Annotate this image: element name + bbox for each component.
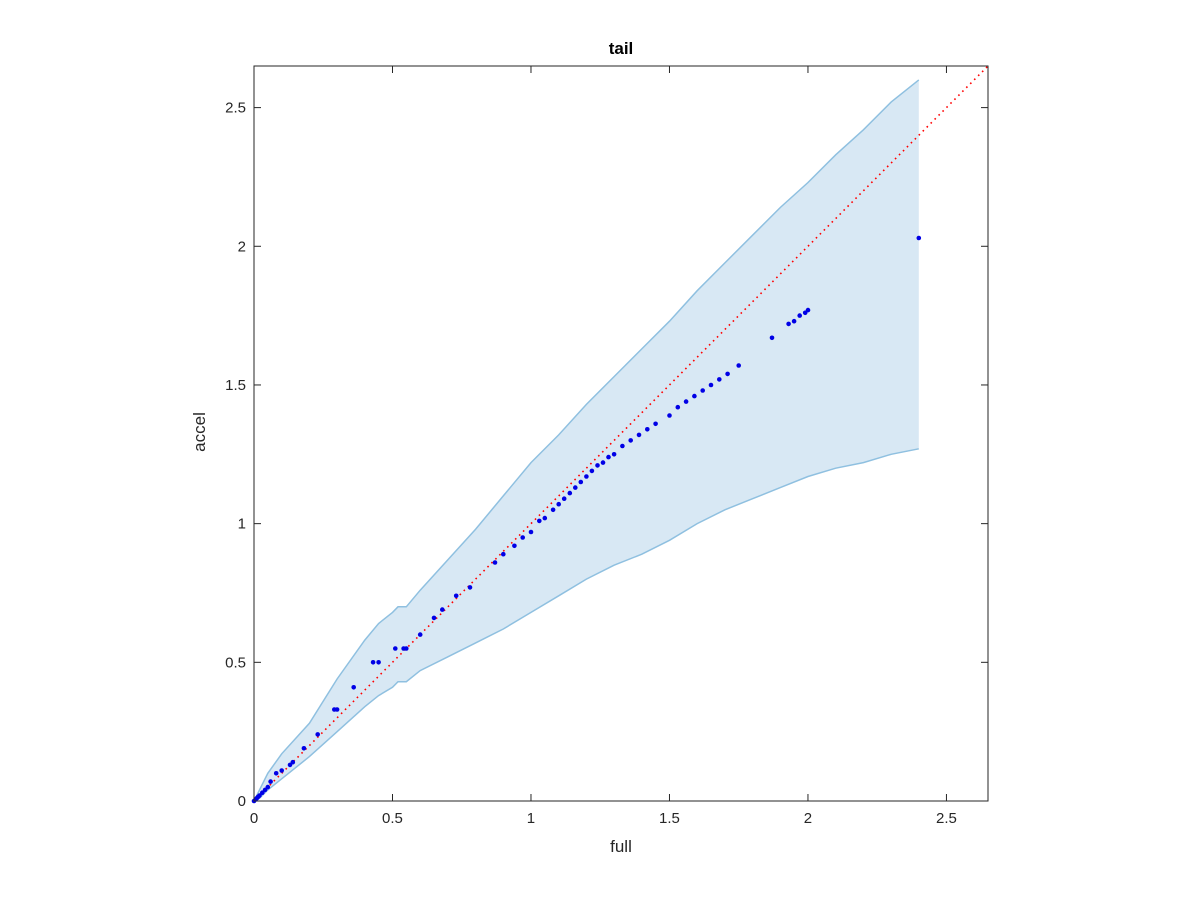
data-point [431, 615, 437, 621]
data-point [417, 632, 423, 637]
data-point [683, 399, 689, 404]
confidence-band [254, 66, 920, 801]
x-axis-label: full [610, 837, 632, 856]
data-point [567, 490, 573, 496]
data-point [315, 732, 321, 737]
data-point [645, 427, 650, 432]
data-point [611, 452, 617, 457]
data-point [512, 543, 517, 549]
x-tick-label: 2.5 [936, 810, 957, 827]
data-point [589, 468, 595, 474]
y-tick-label: 2 [238, 238, 246, 255]
y-tick-label: 2.5 [225, 100, 246, 117]
band-fill [254, 66, 919, 801]
x-tick-label: 0.5 [382, 810, 403, 827]
data-point [561, 496, 567, 502]
y-tick-label: 0 [238, 793, 246, 810]
chart-title: tail [609, 39, 634, 58]
data-point [404, 646, 409, 651]
data-point [700, 388, 705, 393]
data-point [584, 474, 589, 479]
data-point [537, 518, 542, 524]
data-point [578, 479, 584, 485]
plot-frame [253, 65, 989, 802]
data-point [791, 318, 797, 324]
data-point [301, 746, 307, 751]
data-point [393, 646, 398, 651]
band-upper-edge [254, 79, 920, 801]
data-point [273, 771, 279, 776]
data-point [528, 529, 534, 535]
data-point [268, 779, 273, 784]
data-point [708, 382, 714, 388]
data-point [376, 660, 381, 665]
data-point [257, 793, 262, 798]
data-point [786, 321, 791, 327]
data-point [725, 371, 730, 377]
data-point [797, 313, 802, 318]
data-point [573, 485, 578, 490]
x-tick-label: 1 [527, 810, 535, 827]
data-point [492, 560, 498, 565]
data-point [600, 460, 606, 465]
data-point [636, 432, 642, 438]
data-point [501, 551, 506, 557]
data-point [290, 759, 296, 765]
data-point [653, 421, 658, 427]
data-point [453, 593, 459, 599]
data-point [736, 363, 741, 368]
x-tick-label: 0 [250, 810, 258, 827]
y-tick-label: 0.5 [225, 654, 246, 671]
band-lower-edge [254, 448, 919, 801]
y-tick-label: 1 [238, 516, 246, 533]
data-point [279, 768, 285, 773]
data-point [916, 235, 922, 241]
data-point [667, 413, 672, 418]
data-point [542, 515, 548, 521]
ticks: 0 0.5 1 1.5 2 2.5 0 0.5 1 1.5 2 2.5 [225, 66, 988, 827]
data-point [260, 790, 265, 795]
y-axis-label: accel [190, 412, 209, 452]
data-point [334, 707, 340, 712]
data-point [351, 685, 357, 690]
data-point [805, 307, 811, 313]
data-point [370, 660, 376, 665]
x-tick-label: 1.5 [659, 810, 680, 827]
axes [253, 65, 989, 802]
data-point [440, 607, 445, 612]
data-point [769, 335, 775, 341]
data-point [520, 535, 525, 540]
data-point [628, 438, 633, 443]
x-tick-label: 2 [804, 810, 812, 827]
data-point [265, 784, 271, 790]
data-points [251, 235, 922, 804]
data-point [692, 393, 697, 399]
data-point [675, 404, 681, 410]
data-point [717, 377, 722, 382]
y-tick-label: 1.5 [225, 377, 246, 394]
data-point [595, 463, 600, 468]
data-point [556, 501, 561, 507]
data-point [550, 507, 556, 513]
data-point [606, 454, 611, 460]
data-point [620, 443, 625, 449]
data-point [467, 585, 473, 590]
